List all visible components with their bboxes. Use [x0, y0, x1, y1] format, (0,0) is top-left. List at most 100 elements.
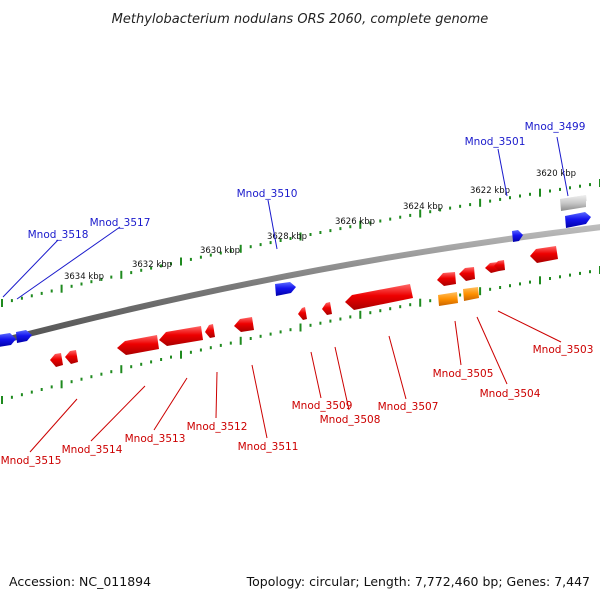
inner-major-tick [419, 298, 422, 307]
gene-mnod-3511[interactable] [234, 317, 254, 332]
label-mnod-3507[interactable]: Mnod_3507 [378, 401, 439, 413]
inner-minor-tick [20, 393, 23, 397]
reverse-gene-labels: Mnod_3503 Mnod_3504 Mnod_3505 Mnod_3507 … [1, 344, 594, 467]
gene-mnod-3513[interactable] [159, 326, 203, 346]
label-mnod-3514[interactable]: Mnod_3514 [62, 444, 123, 456]
gene-mnod-3508[interactable] [322, 302, 332, 315]
inner-major-tick [299, 323, 302, 332]
gene-mnod-3505-b[interactable] [437, 272, 456, 286]
outer-minor-tick [449, 206, 452, 210]
label-mnod-3504[interactable]: Mnod_3504 [480, 388, 541, 400]
gene-mnod-3504-b[interactable] [494, 260, 505, 271]
outer-minor-tick [150, 266, 153, 270]
rna-gene-orange-a[interactable] [463, 287, 479, 301]
inner-minor-tick [339, 317, 342, 321]
leader-mnod-3512 [215, 371, 218, 419]
inner-minor-tick [559, 275, 561, 279]
label-mnod-3518[interactable]: Mnod_3518 [28, 229, 89, 241]
inner-minor-tick [459, 293, 462, 297]
inner-minor-tick [319, 321, 322, 325]
scale-label-3634: 3634 kbp [64, 272, 104, 282]
topology-text: Topology: circular; Length: 7,772,460 bp… [246, 574, 590, 589]
inner-minor-tick [130, 365, 133, 369]
gene-mnod-3501[interactable] [512, 230, 523, 242]
outer-minor-tick [90, 280, 93, 284]
gene-mnod-3517[interactable] [16, 330, 32, 343]
inner-minor-tick [499, 286, 502, 289]
outer-minor-tick [259, 243, 262, 247]
outer-minor-tick [329, 229, 332, 233]
outer-major-tick [359, 220, 362, 229]
outer-minor-tick [209, 253, 212, 257]
scale-label-3622: 3622 kbp [470, 186, 510, 196]
label-mnod-3515[interactable]: Mnod_3515 [1, 455, 62, 467]
gene-mnod-3518[interactable] [0, 333, 16, 347]
inner-major-tick [120, 365, 123, 374]
gene-mnod-3505-a[interactable] [459, 267, 475, 281]
inner-minor-tick [209, 346, 212, 350]
gene-mnod-3509[interactable] [298, 307, 307, 320]
inner-minor-tick [389, 307, 392, 311]
outer-minor-tick [229, 249, 232, 253]
scale-label-3632: 3632 kbp [132, 260, 172, 270]
label-mnod-3505[interactable]: Mnod_3505 [433, 368, 494, 380]
label-mnod-3509[interactable]: Mnod_3509 [292, 400, 353, 412]
inner-minor-tick [529, 280, 531, 284]
gene-mnod-3507[interactable] [345, 284, 413, 310]
outer-major-tick [60, 284, 63, 293]
outer-minor-tick [529, 192, 531, 196]
gene-mnod-3515-a[interactable] [65, 350, 78, 364]
label-mnod-3510[interactable]: Mnod_3510 [237, 188, 298, 200]
outer-minor-tick [349, 225, 352, 229]
leader-mnod-3511 [251, 364, 268, 439]
outer-minor-tick [589, 183, 591, 187]
inner-minor-tick [189, 350, 192, 354]
gene-mnod-3503[interactable] [530, 246, 558, 263]
scale-label-3626: 3626 kbp [335, 217, 375, 227]
label-mnod-3503[interactable]: Mnod_3503 [533, 344, 594, 356]
outer-minor-tick [389, 217, 392, 221]
outer-major-tick [1, 299, 3, 307]
rna-gene-orange-b[interactable] [438, 292, 458, 306]
gene-mnod-3499[interactable] [560, 195, 591, 228]
inner-minor-tick [50, 385, 53, 389]
label-mnod-3513[interactable]: Mnod_3513 [125, 433, 186, 445]
outer-minor-tick [70, 284, 73, 288]
outer-minor-tick [549, 189, 551, 193]
inner-minor-tick [589, 270, 591, 274]
inner-minor-tick [549, 277, 551, 280]
inner-major-tick [180, 350, 182, 359]
inner-minor-tick [199, 348, 202, 352]
label-mnod-3511[interactable]: Mnod_3511 [238, 441, 299, 453]
outer-major-tick [419, 209, 422, 218]
label-mnod-3517[interactable]: Mnod_3517 [90, 217, 151, 229]
gene-mnod-3510[interactable] [275, 282, 296, 296]
gene-mnod-3514[interactable] [117, 335, 159, 355]
inner-minor-tick [569, 273, 571, 277]
outer-minor-tick [80, 282, 83, 286]
outer-minor-tick [379, 219, 382, 223]
gene-mnod-3515-b[interactable] [50, 353, 63, 367]
reverse-label-leaders [29, 310, 562, 453]
outer-major-tick [539, 188, 541, 197]
outer-major-tick [479, 198, 482, 207]
outer-minor-tick [309, 233, 312, 236]
inner-minor-tick [229, 341, 232, 345]
outer-major-tick [180, 257, 182, 266]
outer-minor-tick [469, 203, 472, 207]
outer-minor-tick [519, 194, 521, 198]
inner-minor-tick [309, 323, 312, 327]
label-mnod-3501[interactable]: Mnod_3501 [465, 136, 526, 148]
outer-minor-tick [289, 237, 292, 240]
scale-label-3624: 3624 kbp [403, 202, 443, 212]
inner-minor-tick [100, 372, 103, 376]
map-title: Methylobacterium nodulans ORS 2060, comp… [112, 12, 489, 27]
label-mnod-3508[interactable]: Mnod_3508 [320, 414, 381, 426]
label-mnod-3512[interactable]: Mnod_3512 [187, 421, 248, 433]
leader-mnod-3508 [334, 346, 350, 411]
gene-mnod-3512[interactable] [205, 324, 215, 338]
inner-minor-tick [369, 311, 372, 315]
label-mnod-3499[interactable]: Mnod_3499 [525, 121, 586, 133]
forward-gene-labels: Mnod_3499 Mnod_3501 Mnod_3510 Mnod_3517 … [28, 121, 586, 241]
